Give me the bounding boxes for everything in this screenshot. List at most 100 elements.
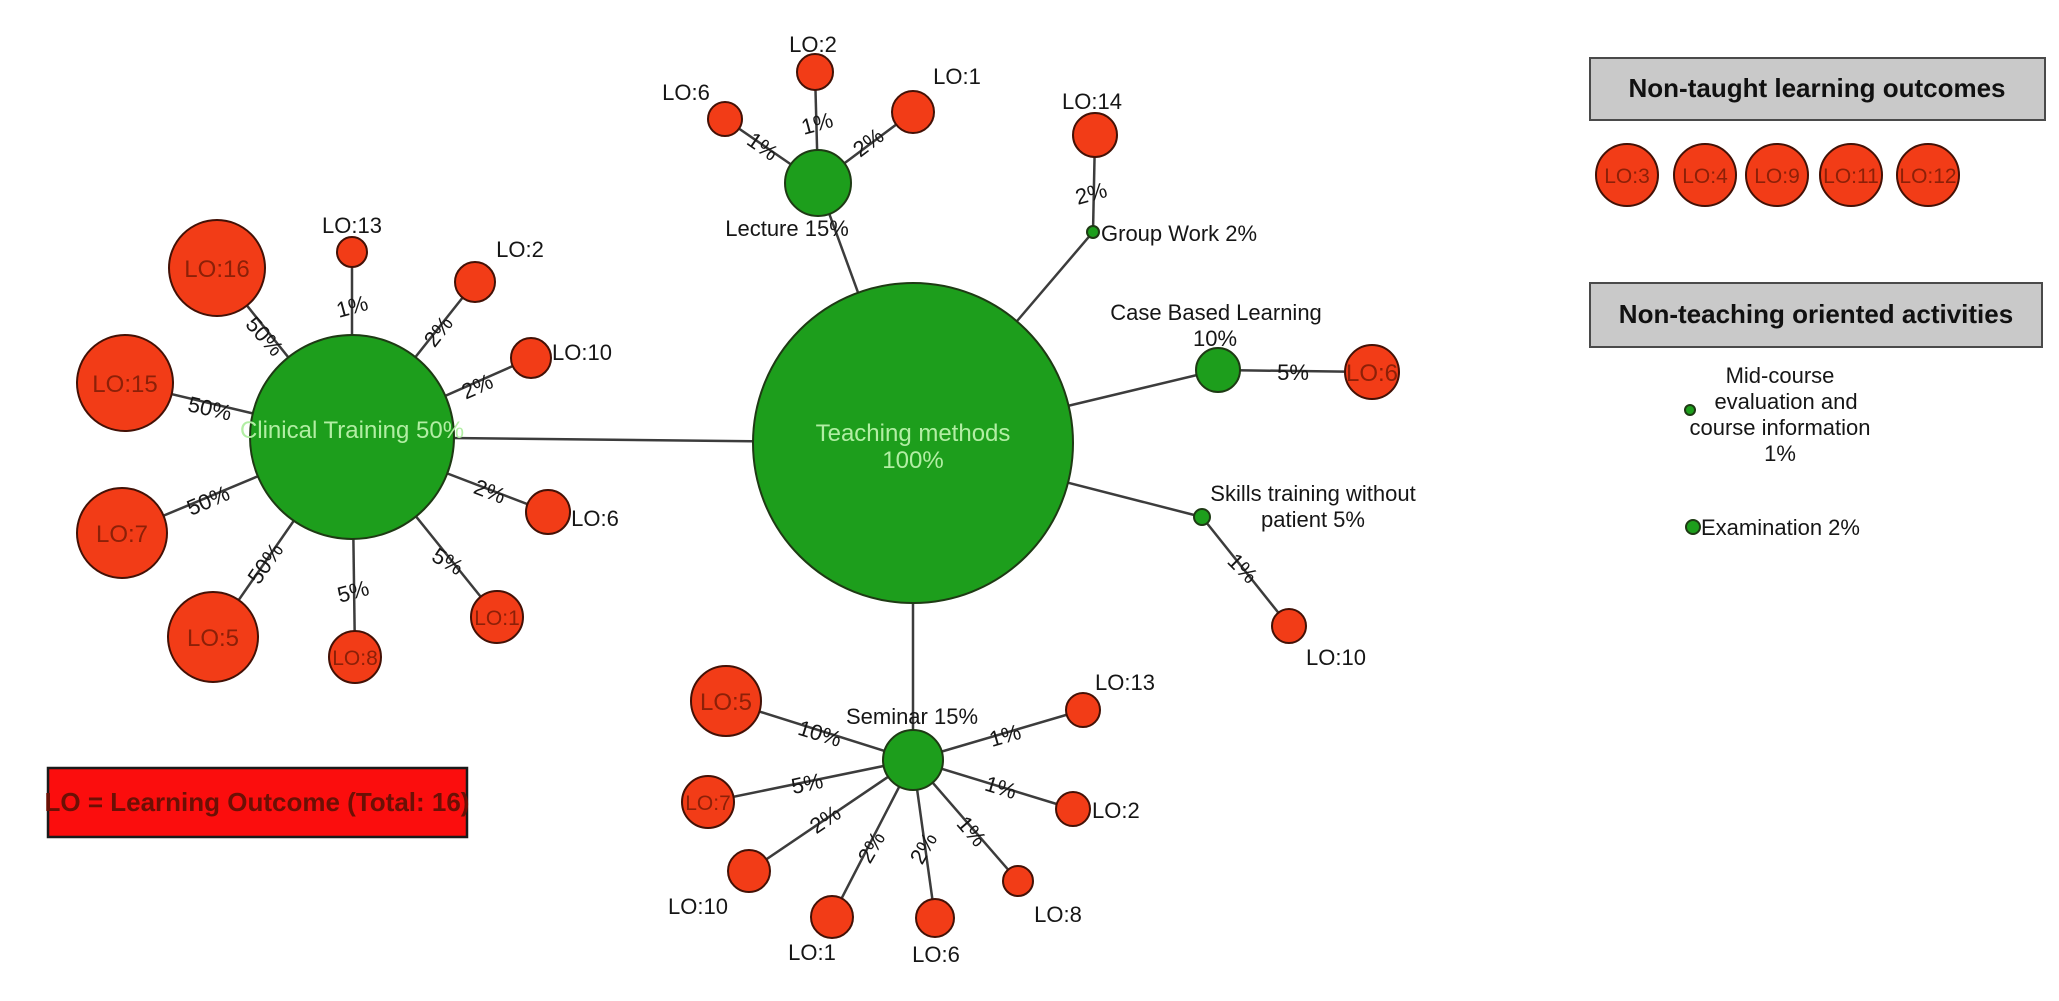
group-work-node [1086,225,1100,239]
teaching-methods-node [752,282,1074,604]
edge-percent-label: 1% [334,290,371,322]
lo-node [1072,112,1118,158]
lo-label: LO:1 [474,607,520,630]
lo-node [76,487,168,579]
edge-percent-label: 1% [799,107,836,139]
lo-node [707,101,743,137]
mid-course-label-line4: 1% [1764,441,1796,466]
legend-non-teaching-title: Non-teaching oriented activities [1619,299,2013,329]
lo-node [1673,143,1737,207]
lo-label: LO:6 [912,942,960,967]
examination-label: Examination 2% [1701,515,1860,540]
note-text: LO = Learning Outcome (Total: 16) [45,787,470,817]
lo-node [1065,692,1101,728]
lo-label: LO:9 [1754,165,1800,188]
skills-label-line2: patient 5% [1261,507,1365,532]
lecture-node [784,149,852,217]
lo-label: LO:10 [1306,645,1366,670]
edge-percent-label: 5% [335,575,372,607]
lo-label: LO:16 [184,256,249,283]
lo-label: LO:1 [933,64,981,89]
case-based-label-line2: 10% [1193,326,1237,351]
lo-label: LO:2 [789,32,837,57]
edge-percent-label: 2% [905,828,943,868]
lo-label: LO:3 [1604,165,1650,188]
skills-training-node [1193,508,1211,526]
lo-node [1896,143,1960,207]
edge-line [1201,516,1290,627]
lo-label: LO:8 [332,647,378,670]
edge-line [748,758,914,873]
lo-label: LO:4 [1682,165,1728,188]
note-box [46,766,469,839]
lo-label: LO:5 [187,625,239,652]
lo-node [1344,344,1400,400]
lo-node [1271,608,1307,644]
lo-label: LO:10 [552,340,612,365]
lo-node [891,90,935,134]
mid-course-label-line1: Mid-course [1726,363,1835,388]
clinical-training-label: Clinical Training 50% [240,417,464,444]
lo-node [454,261,496,303]
lo-node [690,665,762,737]
lo-node [1002,865,1034,897]
skills-label-line1: Skills training without [1210,481,1415,506]
lo-label: LO:13 [1095,670,1155,695]
case-based-learning-node [1195,347,1241,393]
legend-non-taught-title: Non-taught learning outcomes [1629,73,2006,103]
lo-label: LO:2 [496,237,544,262]
edge-percent-label: 1% [1223,548,1263,588]
legend-non-taught: Non-taught learning outcomes LO:3 LO:4 L… [1589,57,2046,207]
case-based-label-line1: Case Based Learning [1110,300,1322,325]
lo-label: LO:6 [571,506,619,531]
lo-node [1055,791,1091,827]
lo-label: LO:7 [96,521,148,548]
teaching-methods-label: Teaching methods [816,420,1011,447]
lo-label: LO:10 [668,894,728,919]
group-work-label: Group Work 2% [1101,221,1257,246]
legend-non-teaching: Non-teaching oriented activities Mid-cou… [1589,282,2043,540]
lo-label: LO:7 [685,792,731,815]
edge-percent-label: 1% [982,771,1020,804]
examination-node [1685,519,1701,535]
mid-course-label-line2: evaluation and [1714,389,1857,414]
lo-node [681,775,735,829]
edge-percent-label: 1% [986,719,1023,752]
lo-node [168,219,266,317]
lo-node [167,591,259,683]
lo-label: LO:14 [1062,89,1122,114]
lo-node [328,630,382,684]
edge-percent-label: 2% [1073,177,1110,209]
lo-node [525,489,571,535]
lo-label: LO:6 [1346,360,1398,387]
lo-label: LO:8 [1034,902,1082,927]
lo-node [810,895,854,939]
seminar-label: Seminar 15% [846,704,978,729]
edge-percent-label: 50% [186,391,235,425]
edge-percent-label: 50% [183,480,233,520]
edge-percent-label: 50% [241,312,289,361]
edge-percent-label: 5% [1277,360,1309,385]
lo-label: LO:1 [788,940,836,965]
edge-percent-label: 2% [470,474,509,509]
lo-node [796,53,834,91]
lecture-label: Lecture 15% [725,216,849,241]
edge-percent-label: 2% [805,800,845,839]
edge-percent-label: 2% [853,827,891,867]
lo-label: LO:13 [322,213,382,238]
edge-percent-label: 5% [789,768,825,799]
legend-non-teaching-box [1589,282,2043,348]
mid-course-node [1684,404,1696,416]
lo-node [470,590,524,644]
edge-line [707,758,914,804]
lo-label: LO:2 [1092,798,1140,823]
lo-node [336,236,368,268]
lo-label: LO:15 [92,371,157,398]
lo-node [510,337,552,379]
lo-node [1595,143,1659,207]
edge-percent-label: 50% [243,538,289,588]
lo-label: LO:6 [662,80,710,105]
lo-label: LO:5 [700,689,752,716]
teaching-methods-percent: 100% [882,447,943,474]
